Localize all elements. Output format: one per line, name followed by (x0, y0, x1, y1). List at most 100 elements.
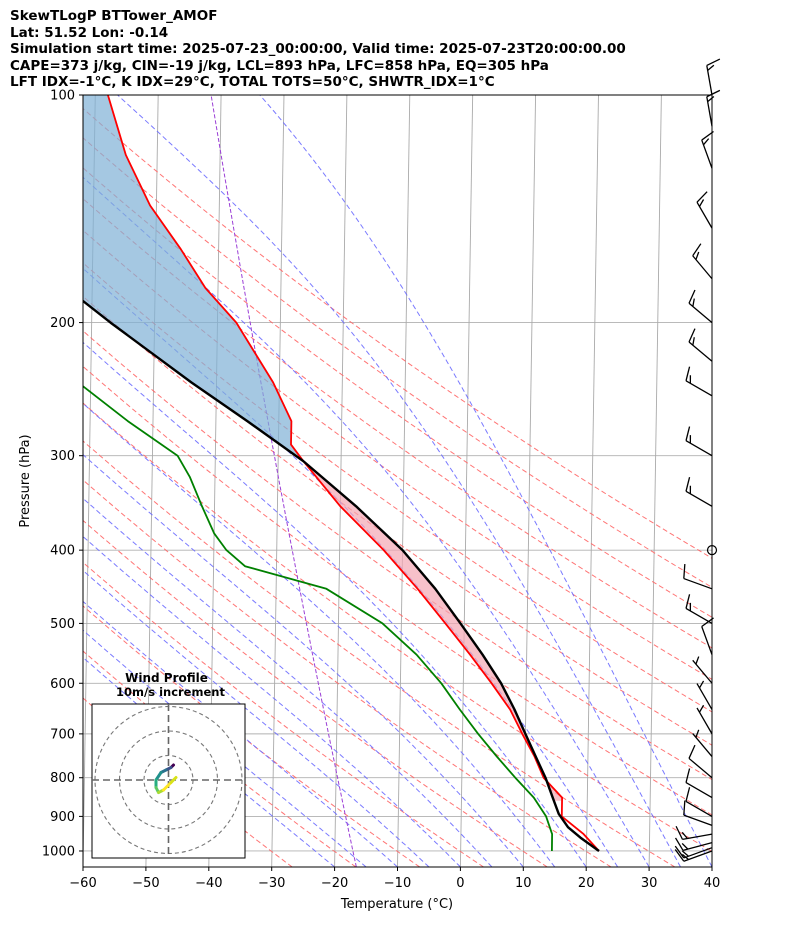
moist-adiabat-line (83, 656, 335, 867)
wind-barb-flag (685, 366, 691, 381)
wind-barb-flag (698, 680, 705, 689)
dry-adiabat-line (83, 605, 421, 867)
wind-barb (692, 729, 713, 757)
wind-barb-staff (685, 800, 713, 817)
wind-barb-staff (706, 65, 713, 96)
wind-barb-flag (674, 845, 685, 859)
wind-barb (706, 89, 721, 127)
wind-barb (696, 704, 713, 735)
wind-barb-flag (685, 768, 691, 783)
cin-shading (83, 95, 304, 462)
wind-barb-staff (682, 833, 713, 840)
wind-barb (683, 800, 713, 826)
wind-barb-staff (701, 139, 713, 169)
wind-barb-flag (692, 298, 695, 307)
isotherm-line (585, 95, 599, 867)
wind-barb-flag (683, 800, 686, 816)
wind-barb (685, 477, 713, 507)
x-tick-label: 20 (578, 876, 595, 891)
wind-barb (706, 58, 721, 96)
wind-barb (685, 787, 713, 817)
moist-adiabat-line (83, 453, 524, 867)
wind-barb (685, 768, 713, 799)
hodograph-segment (169, 776, 178, 784)
cape-shading (303, 461, 563, 801)
parcel-profile-line (83, 299, 600, 852)
isotherm-line (271, 95, 285, 867)
wind-barb-flag (698, 199, 705, 207)
header-location: Lat: 51.52 Lon: -0.14 (10, 24, 169, 41)
wind-barb-staff (683, 577, 713, 590)
wind-barb-staff (683, 814, 713, 826)
x-tick-label: −20 (321, 876, 348, 891)
wind-barb-flag (685, 594, 691, 609)
wind-barb-flag (696, 191, 708, 203)
wind-barb-flag (685, 787, 691, 802)
moist-adiabat-line (83, 402, 556, 867)
wind-barb-flag (698, 704, 705, 713)
y-tick-label: 700 (50, 727, 75, 742)
dry-adiabat-line (83, 198, 712, 649)
wind-barb-flag (702, 138, 710, 146)
dry-adiabat-line (83, 402, 712, 852)
wind-barb-staff (683, 847, 713, 859)
x-tick-label: −60 (69, 876, 96, 891)
dry-adiabat-line (83, 167, 712, 618)
hodograph-segment (162, 781, 173, 792)
header-cape-indices: CAPE=373 j/kg, CIN=-19 j/kg, LCL=893 hPa… (10, 57, 549, 74)
x-tick-label: 10 (515, 876, 532, 891)
y-tick-label: 900 (50, 810, 75, 825)
y-tick-label: 500 (50, 617, 75, 632)
wind-barb-flag (706, 89, 721, 98)
wind-barb (683, 563, 713, 590)
y-tick-label: 300 (50, 449, 75, 464)
moist-adiabat-line (83, 600, 398, 867)
isotherm-line (711, 838, 712, 867)
wind-barb (688, 289, 713, 324)
wind-barb (674, 837, 713, 852)
wind-barb-calm (706, 545, 718, 556)
x-tick-label: −10 (384, 876, 411, 891)
y-tick-label: 800 (50, 771, 75, 786)
y-tick-label: 200 (50, 316, 75, 331)
wind-barb-flag (688, 744, 696, 759)
y-axis-label: Pressure (hPa) (18, 434, 33, 527)
wind-barb (685, 594, 713, 624)
wind-barb-staff (685, 782, 713, 799)
x-tick-label: 30 (641, 876, 658, 891)
dry-adiabat-line (83, 107, 712, 559)
dry-adiabat-line (83, 330, 712, 781)
x-tick-label: −50 (132, 876, 159, 891)
wind-barb-flag (701, 130, 714, 141)
moist-adiabat-line (117, 95, 681, 867)
wind-barb (706, 545, 718, 556)
x-tick-label: 0 (456, 876, 464, 891)
wind-barb-flag (675, 825, 684, 840)
header-stability-indices: LFT IDX=-1°C, K IDX=29°C, TOTAL TOTS=50°… (10, 74, 495, 90)
hodograph-title: Wind Profile (125, 671, 208, 685)
isotherm-line (334, 95, 348, 867)
wind-barb-flag (692, 337, 695, 346)
wind-barb-flag (692, 243, 702, 257)
hodograph-subtitle: 10m/s increment (116, 685, 225, 699)
y-tick-label: 400 (50, 544, 75, 559)
wind-barb-flag (685, 477, 691, 492)
x-axis-label: Temperature (°C) (340, 897, 453, 912)
wind-barb (674, 845, 713, 859)
wind-barb (685, 426, 713, 457)
moist-adiabat-line (83, 341, 587, 867)
isotherm-line (648, 95, 662, 867)
wind-barb (675, 825, 713, 840)
wind-barb (685, 366, 713, 397)
y-tick-label: 100 (50, 89, 75, 104)
x-tick-label: −40 (195, 876, 222, 891)
wind-barb-flag (695, 251, 700, 260)
wind-barb (692, 656, 713, 684)
moist-adiabat-line (83, 629, 367, 867)
wind-barb-flag (701, 617, 714, 628)
isotherm-line (459, 95, 474, 867)
wind-barb-flag (707, 64, 715, 71)
wind-barb (696, 680, 713, 710)
dry-adiabat-line (83, 295, 712, 746)
